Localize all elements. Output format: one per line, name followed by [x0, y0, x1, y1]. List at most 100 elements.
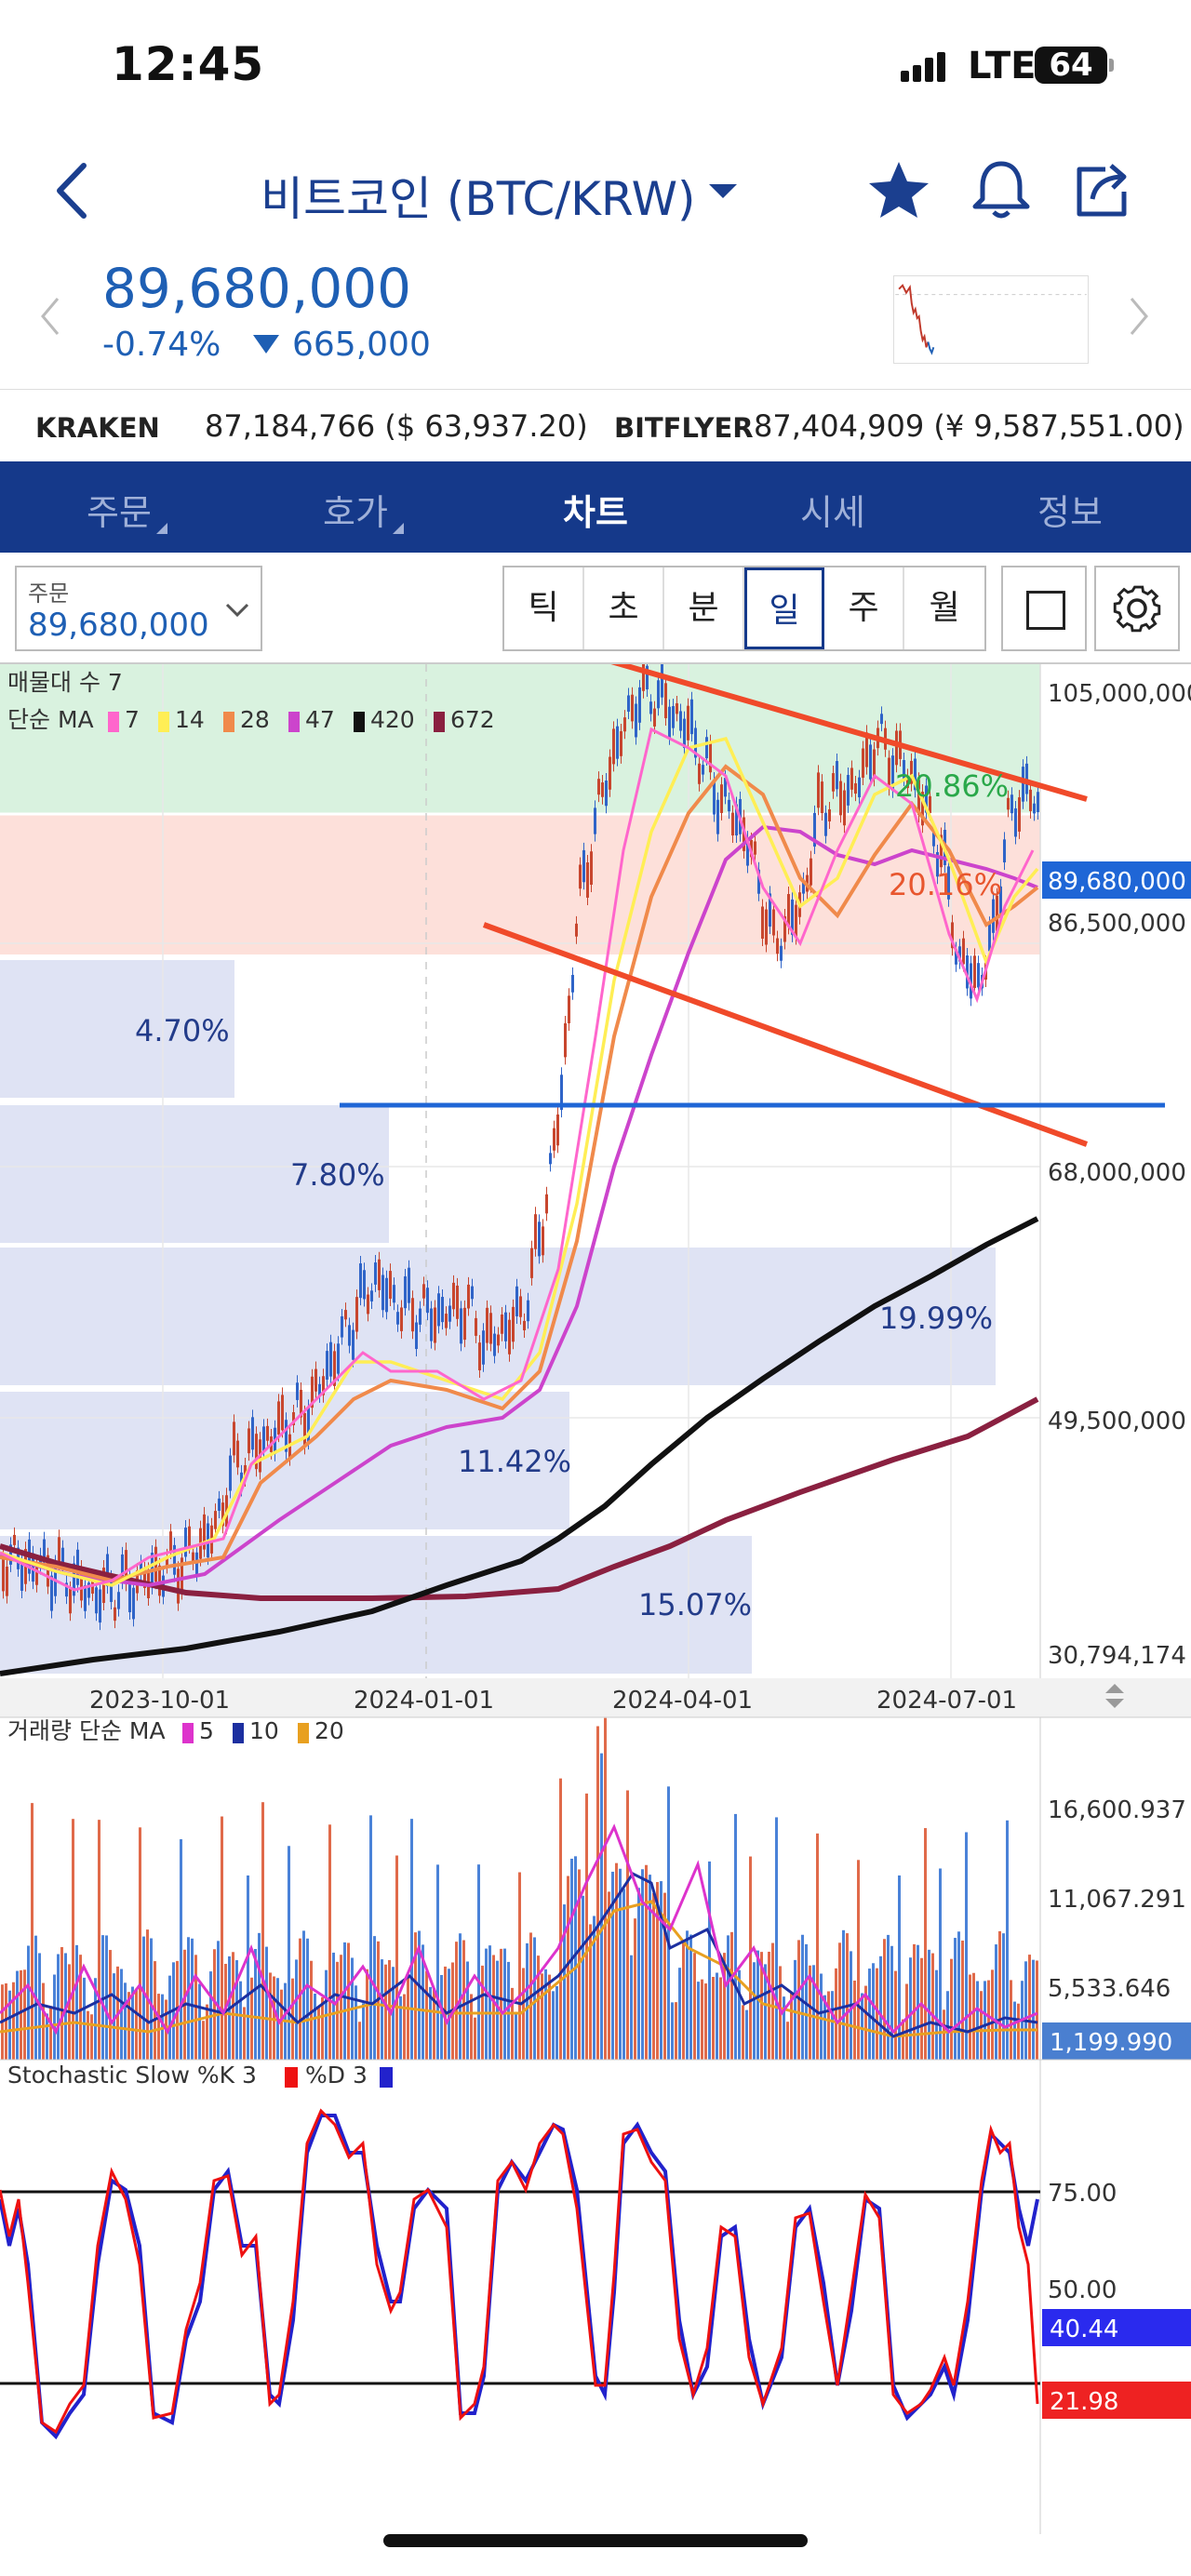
candle-body: [426, 1288, 429, 1314]
candle-body: [341, 1315, 343, 1338]
candle-body: [1025, 763, 1028, 794]
candle-body: [20, 1560, 23, 1591]
candle-body: [35, 1566, 38, 1585]
volume-bar: [857, 1860, 860, 2060]
order-price-select[interactable]: 주문 89,680,000: [15, 566, 262, 651]
chevron-right-icon[interactable]: [1126, 293, 1152, 340]
layout-toggle-button[interactable]: [1001, 566, 1087, 651]
volume-bar: [783, 1996, 785, 2060]
candle-body: [400, 1307, 403, 1331]
candle-body: [776, 938, 779, 954]
candle-body: [560, 1074, 563, 1111]
candle-body: [419, 1308, 422, 1325]
volume-bar: [336, 1961, 339, 2060]
period-week[interactable]: 주: [824, 567, 904, 649]
candle-body: [605, 781, 608, 807]
ma-legend-label: 14: [175, 706, 205, 733]
volume-bar: [239, 1981, 242, 2060]
volume-bar: [343, 1942, 346, 2060]
period-tick[interactable]: 틱: [504, 567, 584, 649]
period-second[interactable]: 초: [584, 567, 664, 649]
volume-bar: [760, 1952, 763, 2060]
bell-icon[interactable]: [968, 156, 1035, 223]
volume-bar: [299, 1938, 301, 2060]
candle-body: [549, 1153, 552, 1165]
volume-bar: [541, 1973, 543, 2060]
candle-body: [716, 799, 719, 834]
candle-body: [329, 1341, 332, 1377]
volume-bar: [120, 1969, 123, 2060]
period-day[interactable]: 일: [744, 567, 824, 649]
volume-bar: [738, 1969, 741, 2060]
volume-bar: [730, 1931, 733, 2060]
y-tick: 11,067.291: [1048, 1886, 1186, 1914]
candle-body: [914, 758, 917, 791]
candle-body: [102, 1568, 105, 1604]
chart-area[interactable]: 20.86% 20.16% 4.70% 7.80% 19.99% 11.42% …: [0, 664, 1191, 2534]
volume-bar: [1032, 1959, 1035, 2060]
candle-body: [292, 1412, 295, 1426]
back-icon[interactable]: [47, 158, 102, 223]
volume-bar: [187, 1937, 190, 2060]
candle-body: [746, 838, 749, 866]
volume-bar: [526, 1942, 529, 2060]
mini-chart[interactable]: [893, 275, 1089, 364]
volume-bar: [425, 1970, 428, 2060]
star-icon[interactable]: [865, 156, 932, 223]
tab-chart[interactable]: 차트: [563, 492, 628, 533]
candle-body: [378, 1259, 381, 1290]
stoch-d-swatch: [380, 2067, 393, 2088]
candle-body: [936, 851, 939, 877]
volume-bar: [466, 1961, 469, 2060]
candle-body: [203, 1514, 206, 1550]
tab-quotes[interactable]: 시세: [800, 492, 865, 533]
chevron-down-icon: [225, 603, 249, 618]
volume-bar: [987, 1980, 990, 2060]
volume-legend-swatch: [182, 1723, 194, 1743]
page-title[interactable]: 비트코인 (BTC/KRW): [261, 172, 696, 226]
candle-body: [765, 909, 768, 945]
volume-bar: [593, 1915, 596, 2060]
candle-body: [58, 1537, 60, 1565]
candle-body: [616, 726, 619, 759]
volume-bar: [622, 1889, 625, 2060]
candle-body: [530, 1248, 533, 1278]
stoch-k-tag: [1042, 2382, 1191, 2419]
volume-bar: [314, 1994, 316, 2060]
volume-bar: [381, 1959, 383, 2060]
volume-bar: [660, 1881, 662, 2060]
volume-bar: [414, 1932, 417, 2060]
candle-body: [2, 1556, 5, 1592]
volume-bar: [887, 1934, 890, 2060]
chevron-left-icon[interactable]: [37, 293, 63, 340]
volume-bar: [310, 1960, 313, 2060]
volume-legend: 5 10 20: [182, 1717, 344, 1744]
profile-label: 4.70%: [135, 1013, 230, 1048]
home-indicator[interactable]: [383, 2534, 808, 2547]
candle-body: [627, 695, 630, 713]
chevron-down-icon[interactable]: [709, 184, 737, 198]
period-minute[interactable]: 분: [664, 567, 744, 649]
candle-body: [359, 1263, 362, 1299]
volume-bar: [306, 1938, 309, 2060]
candle-body: [355, 1297, 358, 1332]
period-month[interactable]: 월: [929, 589, 960, 627]
resize-handle-icon[interactable]: [1105, 1684, 1124, 1708]
candle-body: [832, 773, 835, 792]
candle-body: [255, 1434, 258, 1470]
candle-body: [527, 1300, 529, 1322]
candle-body: [880, 714, 883, 725]
tab-orderbook[interactable]: 호가: [323, 492, 388, 533]
volume-bar: [775, 1817, 778, 2060]
tab-order[interactable]: 주문: [87, 492, 152, 533]
candle-body: [188, 1526, 191, 1546]
settings-button[interactable]: [1094, 566, 1180, 651]
share-icon[interactable]: [1068, 156, 1135, 223]
tab-info[interactable]: 정보: [1037, 492, 1103, 533]
exchange-name: BITFLYER: [614, 412, 754, 444]
chart-toolbar: 주문 89,680,000 틱 초 분 일 주 월: [0, 553, 1191, 664]
volume-bar: [500, 1948, 502, 2060]
candle-body: [929, 795, 931, 813]
candle-body: [817, 772, 820, 808]
volume-bar: [477, 1864, 480, 2060]
